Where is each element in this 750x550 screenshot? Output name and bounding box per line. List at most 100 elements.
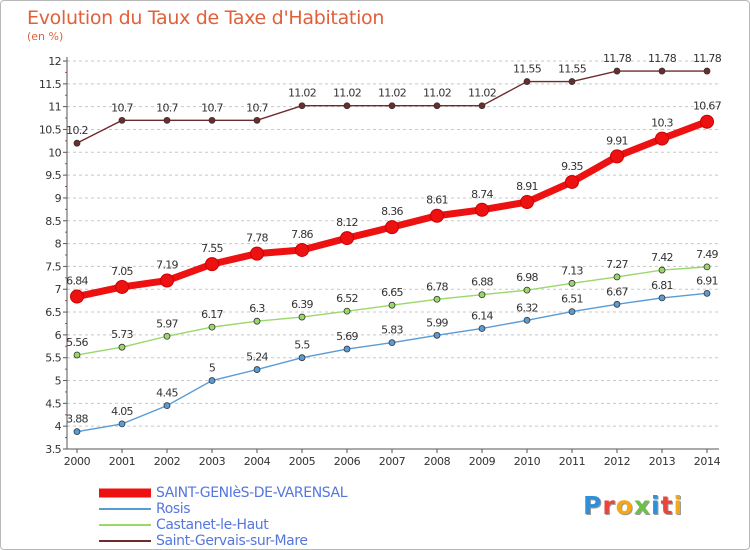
data-label: 5.99: [426, 316, 448, 329]
data-point: [253, 366, 261, 373]
data-point: [343, 102, 351, 110]
data-label: 6.51: [561, 293, 583, 306]
data-label: 10.2: [66, 124, 88, 137]
data-point: [118, 116, 126, 124]
data-point: [205, 257, 219, 272]
data-point: [475, 202, 489, 217]
data-label: 8.91: [516, 180, 538, 193]
data-label: 4.05: [111, 405, 133, 418]
data-label: 7.78: [246, 232, 268, 245]
y-tick-label: 3.5: [45, 443, 61, 456]
data-label: 5.24: [246, 351, 268, 364]
data-label: 11.02: [423, 87, 451, 100]
data-point: [388, 339, 396, 347]
data-point: [430, 208, 444, 223]
data-label: 7.86: [291, 228, 313, 241]
legend-item: Rosis: [99, 501, 429, 517]
data-point: [163, 332, 171, 340]
data-point: [250, 246, 264, 261]
data-point: [520, 195, 534, 210]
legend-item: Castanet-le-Haut: [99, 517, 429, 533]
data-point: [160, 273, 174, 288]
data-point: [568, 78, 576, 85]
data-label: 11.55: [513, 63, 542, 76]
series-line: [76, 292, 708, 433]
x-tick-label: 2009: [469, 455, 496, 468]
data-label: 6.32: [516, 301, 538, 314]
proxiti-logo: Proxiti: [583, 491, 683, 520]
x-tick-label: 2005: [289, 455, 316, 468]
data-point: [118, 343, 126, 351]
data-label: 10.7: [246, 101, 268, 114]
data-point: [478, 102, 486, 110]
data-point: [388, 301, 396, 309]
data-label: 5.97: [156, 317, 178, 330]
data-label: 10.7: [201, 101, 223, 114]
data-point: [433, 102, 441, 110]
data-point: [385, 220, 399, 235]
data-label: 7.55: [201, 242, 223, 255]
data-label: 3.88: [66, 413, 88, 426]
data-label: 7.05: [111, 265, 133, 278]
data-label: 8.74: [471, 188, 493, 201]
data-label: 8.61: [426, 194, 448, 207]
data-label: 9.91: [606, 134, 628, 147]
legend-item: Saint-Gervais-sur-Mare: [99, 533, 429, 549]
logo-letter: i: [651, 491, 661, 520]
data-label: 6.14: [471, 309, 493, 322]
y-tick-label: 8.5: [45, 215, 61, 228]
data-labels: 10.2 10.7 10.7 10.7 10.7 11.02 11.02 11.02 11.02…: [66, 52, 722, 426]
x-tick-label: 2010: [514, 455, 541, 468]
data-label: 6.88: [471, 276, 493, 289]
logo-letter: r: [602, 491, 616, 520]
legend: SAINT-GENIèS-DE-VARENSAL Rosis Castanet-le…: [99, 485, 429, 549]
data-label: 10.3: [651, 117, 673, 130]
data-label: 11.02: [333, 87, 361, 100]
series-rosis: [73, 289, 711, 436]
legend-label: Rosis: [156, 501, 191, 517]
data-point: [658, 294, 666, 302]
logo-letter: i: [673, 491, 684, 520]
data-point: [700, 114, 714, 129]
data-point: [568, 308, 576, 316]
data-label: 10.67: [693, 100, 722, 113]
y-tick-label: 11.5: [39, 78, 62, 91]
legend-swatch: [99, 524, 151, 526]
data-point: [298, 313, 306, 321]
data-label: 7.27: [606, 258, 628, 271]
legend-label: Saint-Gervais-sur-Mare: [156, 533, 308, 549]
data-label: 5.83: [381, 324, 403, 337]
series-lines: [70, 67, 714, 436]
data-point: [208, 323, 216, 331]
data-point: [565, 174, 579, 189]
x-tick-label: 2002: [154, 455, 180, 468]
series-saint-geni-s-de-varensal: [70, 114, 714, 304]
y-tick-label: 5: [55, 375, 62, 388]
data-point: [433, 331, 441, 339]
data-label: 6.81: [651, 279, 673, 292]
data-label: 6.65: [381, 286, 403, 299]
data-label: 7.13: [561, 264, 583, 277]
data-point: [613, 67, 621, 75]
data-label: 5.73: [111, 328, 133, 341]
data-point: [388, 102, 396, 110]
data-point: [658, 266, 666, 274]
x-tick-label: 2000: [64, 455, 91, 468]
y-tick-label: 4: [55, 420, 62, 433]
data-label: 11.78: [693, 52, 722, 65]
data-point: [70, 289, 84, 304]
y-tick-label: 6.5: [45, 306, 61, 319]
data-point: [478, 325, 486, 332]
data-point: [703, 263, 711, 271]
series-saint-gervais-sur-mare: [73, 67, 711, 147]
y-tick-label: 9.5: [45, 169, 61, 182]
data-point: [658, 67, 666, 75]
x-tick-label: 2006: [334, 455, 361, 468]
legend-swatch: [99, 540, 151, 542]
data-label: 5: [209, 362, 216, 375]
chart-title: Evolution du Taux de Taxe d'Habitation: [27, 7, 385, 29]
x-tick-label: 2007: [379, 455, 406, 468]
y-tick-label: 6: [55, 329, 62, 342]
data-point: [298, 102, 306, 110]
